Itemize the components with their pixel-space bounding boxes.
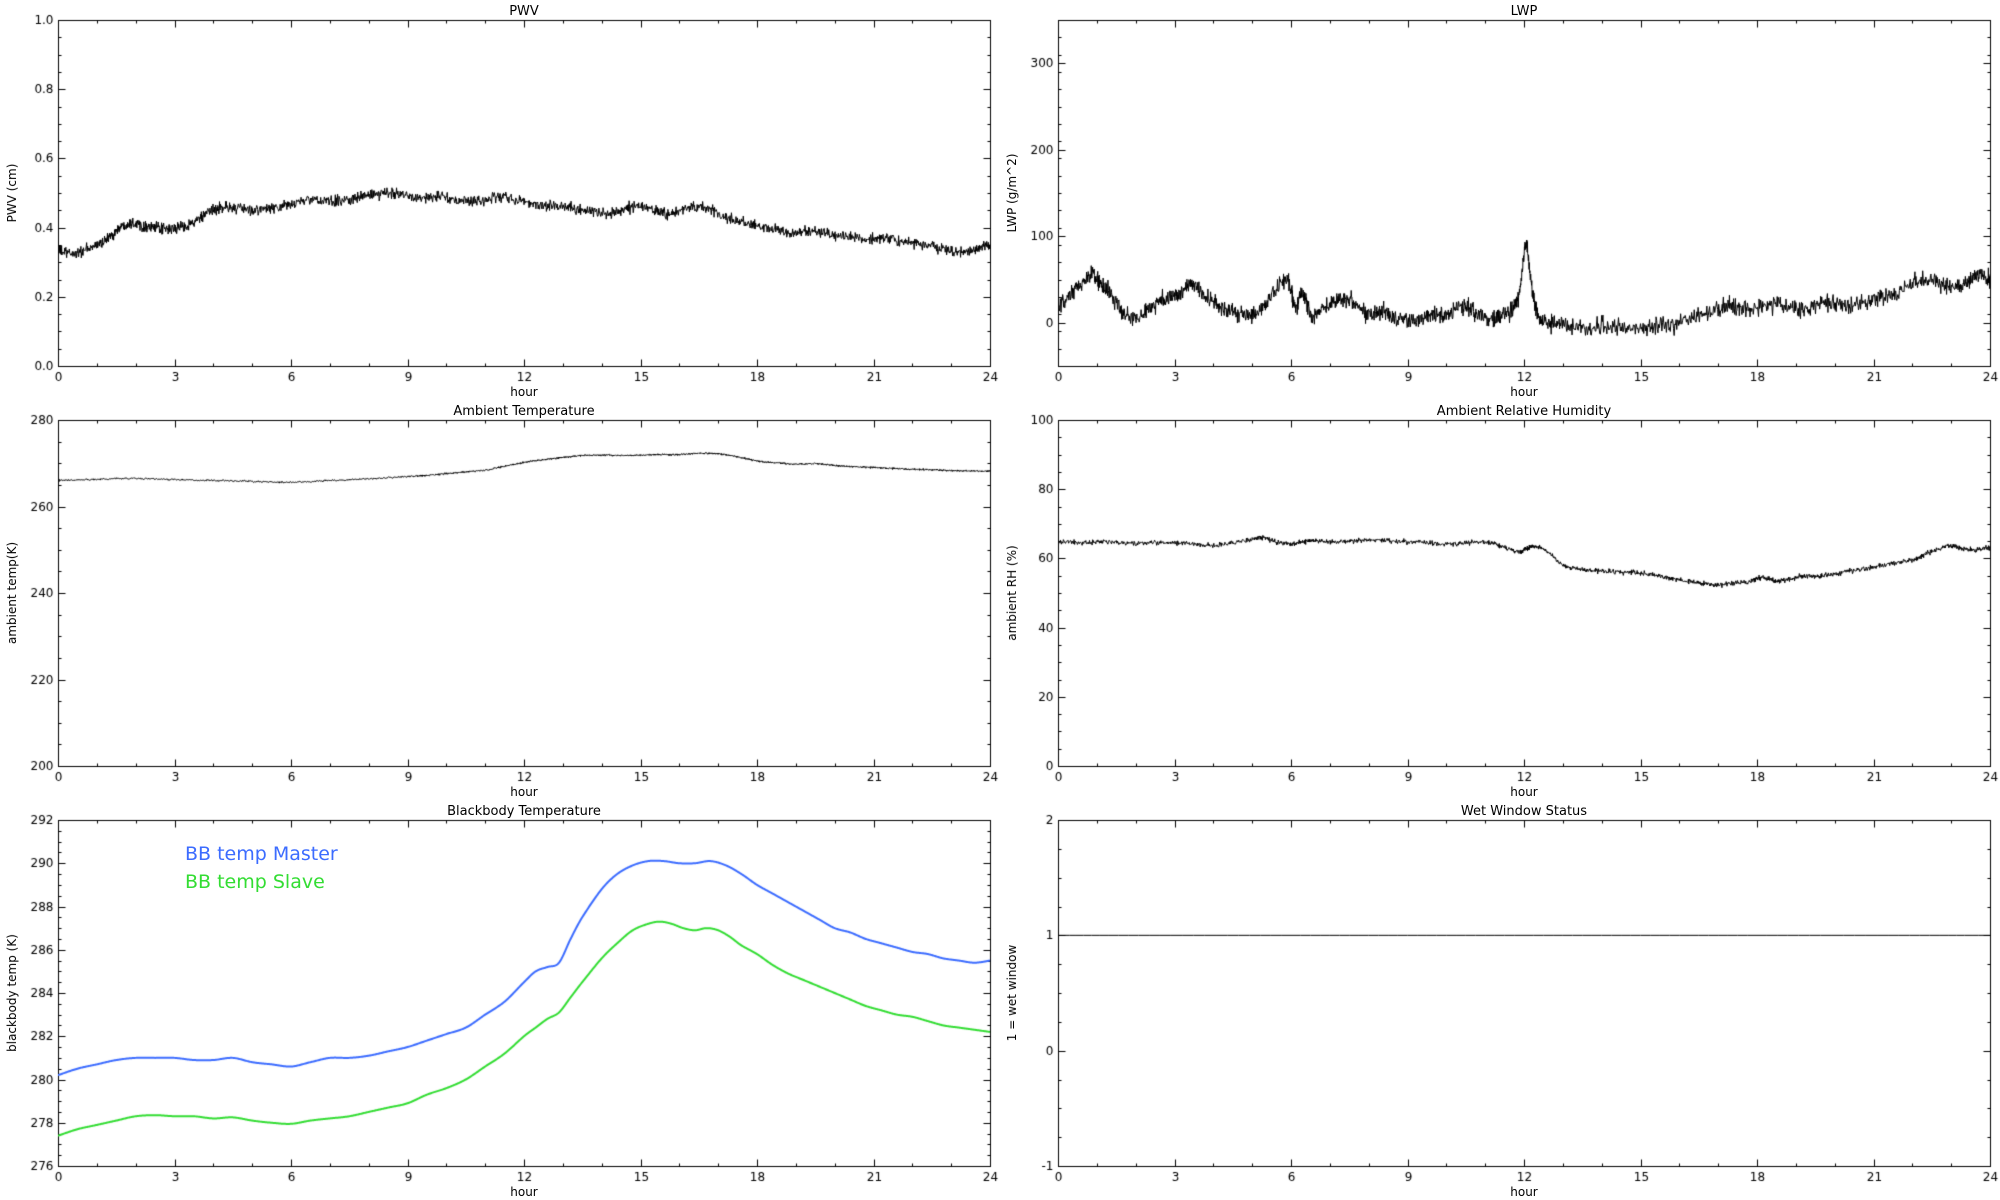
- chart-title: Wet Window Status: [1460, 804, 1588, 819]
- chart-title: Blackbody Temperature: [447, 804, 601, 819]
- ambient-relative-humidity-panel: Ambient Relative Humidity ambient RH (%)…: [1000, 400, 2000, 800]
- legend-item-bb-slave: BB temp Slave: [185, 871, 325, 893]
- blackbody-temperature-chart: [0, 800, 1000, 1200]
- pwv-chart: [0, 0, 1000, 400]
- x-axis-label: hour: [1510, 385, 1538, 399]
- chart-title: Ambient Temperature: [453, 404, 595, 419]
- blackbody-temperature-panel: Blackbody Temperature blackbody temp (K)…: [0, 800, 1000, 1200]
- pwv-panel: PWV PWV (cm) hour: [0, 0, 1000, 400]
- x-axis-label: hour: [510, 785, 538, 799]
- x-axis-label: hour: [510, 385, 538, 399]
- ambient-temperature-panel: Ambient Temperature ambient temp(K) hour: [0, 400, 1000, 800]
- y-axis-label: LWP (g/m^2): [1005, 153, 1019, 233]
- wet-window-status-chart: [1000, 800, 2000, 1200]
- y-axis-label: ambient RH (%): [1005, 545, 1019, 641]
- y-axis-label: PWV (cm): [5, 163, 19, 223]
- lwp-panel: LWP LWP (g/m^2) hour: [1000, 0, 2000, 400]
- wet-window-status-panel: Wet Window Status 1 = wet window hour: [1000, 800, 2000, 1200]
- bb-legend: BB temp Master BB temp Slave: [185, 840, 338, 896]
- chart-title: LWP: [1510, 4, 1538, 19]
- x-axis-label: hour: [1510, 785, 1538, 799]
- lwp-chart: [1000, 0, 2000, 400]
- legend-item-bb-master: BB temp Master: [185, 843, 338, 865]
- x-axis-label: hour: [1510, 1185, 1538, 1199]
- ambient-relative-humidity-chart: [1000, 400, 2000, 800]
- chart-title: PWV: [509, 4, 539, 19]
- ambient-temperature-chart: [0, 400, 1000, 800]
- x-axis-label: hour: [510, 1185, 538, 1199]
- chart-title: Ambient Relative Humidity: [1436, 404, 1612, 419]
- y-axis-label: blackbody temp (K): [5, 934, 19, 1052]
- y-axis-label: 1 = wet window: [1005, 944, 1019, 1042]
- y-axis-label: ambient temp(K): [5, 541, 19, 645]
